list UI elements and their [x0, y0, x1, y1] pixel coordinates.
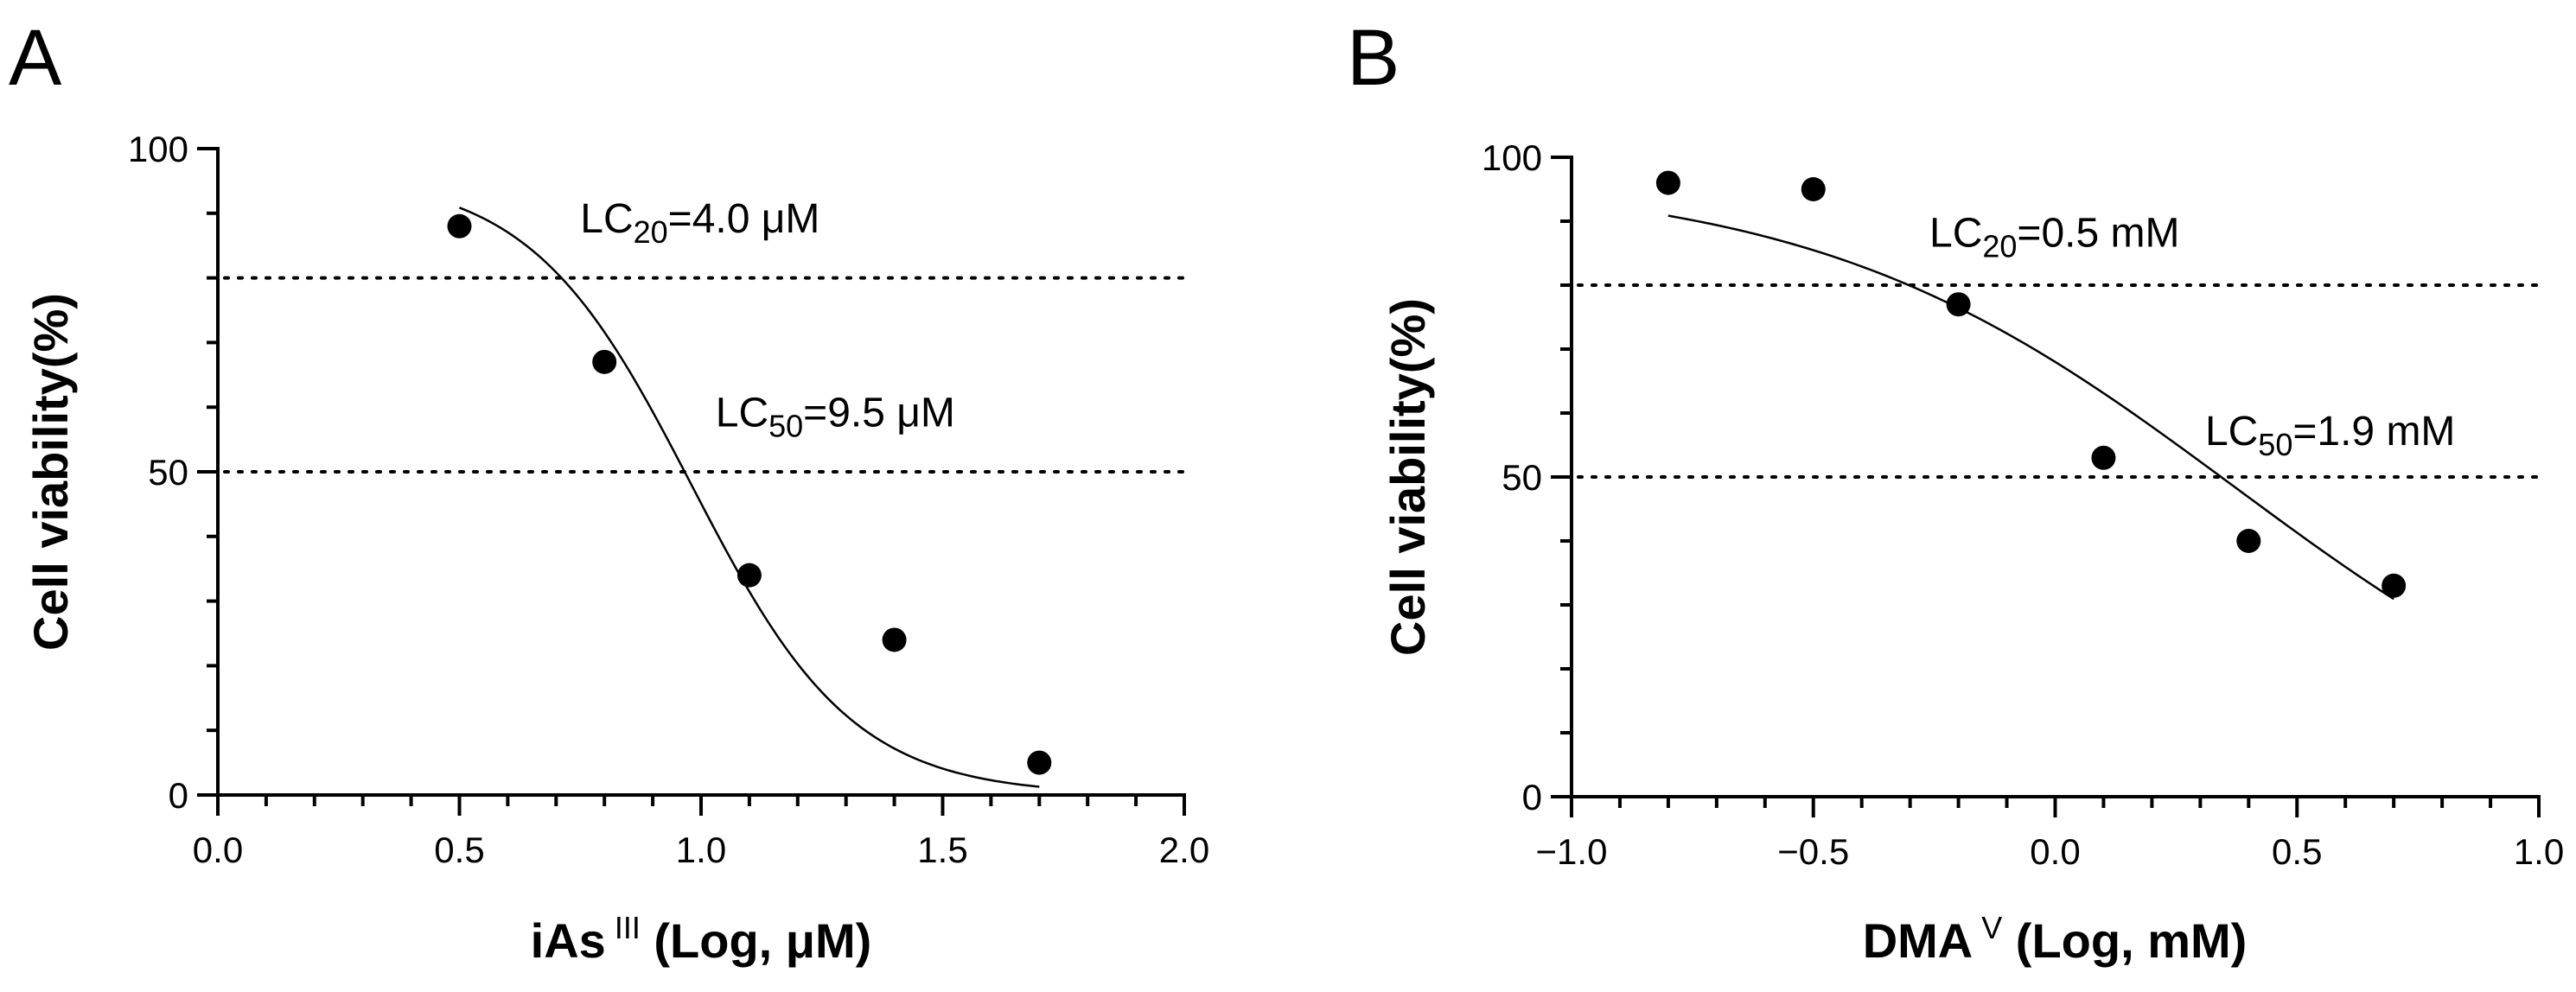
panel-a-chart: 0.0 0.5 1.0 1.5 2.0 0 50 100 LC20=4.0 μM LC50=9.5… — [23, 129, 1209, 968]
lc50-annotation: LC50=9.5 μM — [716, 391, 955, 444]
data-point — [736, 563, 762, 588]
x-axis-title: DMA V (Log, mM) — [1863, 910, 2248, 968]
x-tick-label: 0.0 — [2030, 831, 2080, 872]
panel-b-chart: −1.0 −0.5 0.0 0.5 1.0 0 50 100 LC20=0.5 mM LC50=1… — [1380, 137, 2564, 968]
data-point — [592, 349, 617, 374]
y-axis-title: Cell viability(%) — [23, 293, 78, 651]
y-tick-label: 100 — [128, 129, 188, 169]
lc20-annotation: LC20=0.5 mM — [1929, 211, 2179, 264]
y-tick-label: 0 — [1522, 777, 1542, 817]
x-tick-label: 0.0 — [193, 830, 243, 870]
data-point — [1946, 292, 1971, 317]
x-tick-label: 1.0 — [2514, 831, 2564, 872]
data-point — [1027, 750, 1052, 775]
x-tick-label: 2.0 — [1159, 830, 1209, 870]
x-tick-label: 1.0 — [676, 830, 726, 870]
panel-letter-b: B — [1347, 14, 1400, 102]
data-point — [2382, 573, 2407, 598]
data-point — [882, 627, 907, 652]
y-tick-label: 100 — [1482, 137, 1542, 178]
x-tick-label: 0.5 — [2272, 831, 2322, 872]
data-point — [2236, 529, 2261, 553]
y-tick-label: 50 — [148, 452, 188, 493]
lc50-annotation: LC50=1.9 mM — [2205, 409, 2455, 462]
x-tick-label: −0.5 — [1777, 831, 1849, 872]
data-point — [2091, 445, 2116, 470]
fitted-curve — [459, 207, 1040, 788]
panel-letter-a: A — [9, 14, 62, 102]
data-point — [1655, 170, 1680, 195]
fitted-curve — [1667, 214, 2394, 601]
lc20-annotation: LC20=4.0 μM — [580, 196, 819, 250]
x-tick-label: 0.5 — [434, 830, 484, 870]
x-tick-label: 1.5 — [917, 830, 967, 870]
x-axis-title: iAs III (Log, μM) — [531, 910, 872, 968]
data-point — [447, 213, 472, 238]
y-tick-label: 0 — [169, 775, 188, 816]
y-tick-label: 50 — [1502, 457, 1542, 498]
data-point — [1801, 177, 1826, 201]
x-tick-label: −1.0 — [1536, 831, 1608, 872]
y-axis-title: Cell viability(%) — [1380, 298, 1435, 656]
